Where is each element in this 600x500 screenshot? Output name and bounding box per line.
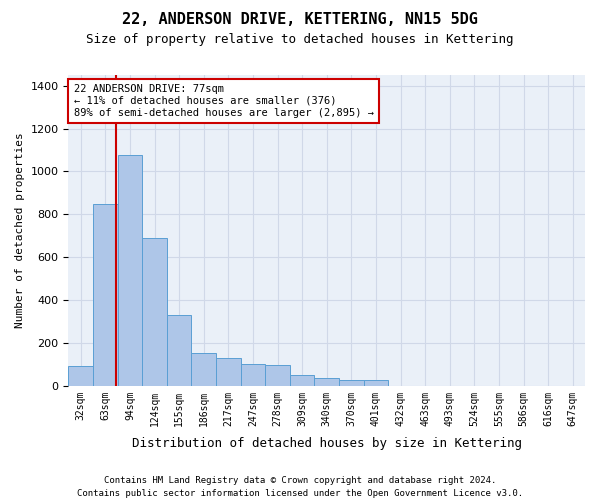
Bar: [191, 352, 216, 386]
Y-axis label: Number of detached properties: Number of detached properties: [15, 132, 25, 328]
Bar: [167, 315, 191, 386]
Bar: [314, 378, 339, 386]
X-axis label: Distribution of detached houses by size in Kettering: Distribution of detached houses by size …: [132, 437, 522, 450]
Text: Contains HM Land Registry data © Crown copyright and database right 2024.: Contains HM Land Registry data © Crown c…: [104, 476, 496, 485]
Bar: [290, 375, 314, 386]
Bar: [265, 366, 290, 386]
Bar: [118, 156, 142, 386]
Bar: [216, 358, 241, 386]
Text: 22, ANDERSON DRIVE, KETTERING, NN15 5DG: 22, ANDERSON DRIVE, KETTERING, NN15 5DG: [122, 12, 478, 28]
Text: Size of property relative to detached houses in Kettering: Size of property relative to detached ho…: [86, 32, 514, 46]
Text: 22 ANDERSON DRIVE: 77sqm
← 11% of detached houses are smaller (376)
89% of semi-: 22 ANDERSON DRIVE: 77sqm ← 11% of detach…: [74, 84, 374, 117]
Bar: [241, 364, 265, 386]
Bar: [142, 238, 167, 386]
Bar: [68, 366, 93, 386]
Bar: [93, 204, 118, 386]
Text: Contains public sector information licensed under the Open Government Licence v3: Contains public sector information licen…: [77, 489, 523, 498]
Bar: [339, 380, 364, 386]
Bar: [364, 380, 388, 386]
